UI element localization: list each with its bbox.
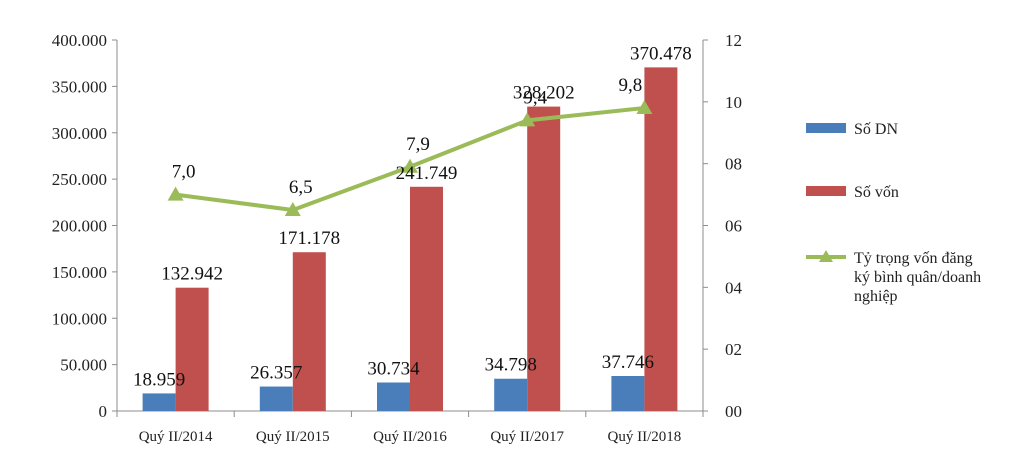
line-layer: [167, 100, 653, 217]
line-point-marker: [402, 158, 418, 173]
legend-label-ty-trong-line: nghiệp: [854, 288, 898, 305]
bar-so-von: [175, 287, 209, 411]
legend-marker-ty-trong: [819, 250, 833, 262]
left-tick-label: 400.000: [52, 31, 107, 50]
bar-so-dn: [611, 375, 645, 411]
legend: Số DN Số vốn Tỷ trọng vốn đăng ký bình quân…: [806, 121, 981, 305]
axes-layer: 0 50.000 100.000 150.000 200.000 250.000 300.0…: [52, 31, 743, 445]
bar-so-von: [644, 67, 678, 411]
line-data-label: 7,9: [406, 134, 430, 155]
right-tick-label: 02: [725, 340, 742, 359]
bar-so-dn: [494, 378, 528, 411]
data-label: 241.749: [396, 163, 458, 184]
left-tick-label: 50.000: [60, 356, 107, 375]
left-tick-label: 250.000: [52, 170, 107, 189]
x-tick-label: Quý II/2016: [373, 429, 447, 445]
x-tick-label: Quý II/2015: [256, 429, 330, 445]
legend-label-so-von: Số vốn: [854, 184, 899, 201]
data-label: 34.798: [485, 355, 537, 376]
bar-so-von: [410, 186, 443, 411]
line-point-marker: [284, 202, 301, 217]
left-tick-label: 300.000: [52, 124, 107, 143]
data-label: 328.202: [513, 83, 575, 104]
data-label: 26.357: [250, 363, 302, 384]
data-label: 18.959: [133, 369, 185, 390]
line-data-label: 9,8: [619, 75, 643, 96]
data-labels-layer: 18.959 26.357 30.734 34.798 37.746 132.942 171…: [133, 43, 692, 390]
x-tick-label: Quý II/2014: [139, 429, 213, 445]
line-point-marker: [519, 112, 536, 127]
legend-swatch-so-von: [806, 186, 846, 196]
bar-so-von: [292, 252, 326, 411]
right-tick-label: 04: [725, 278, 743, 297]
line-data-label: 9,4: [523, 87, 547, 108]
bar-so-dn: [142, 393, 176, 411]
left-tick-label: 0: [99, 402, 108, 421]
data-label: 171.178: [278, 228, 340, 249]
line-data-label: 6,5: [289, 177, 313, 198]
legend-label-ty-trong-line: ký bình quân/doanh: [854, 269, 981, 286]
left-tick-label: 150.000: [52, 263, 107, 282]
right-tick-label: 00: [725, 402, 742, 421]
right-tick-label: 06: [725, 217, 742, 236]
right-tick-label: 12: [725, 31, 742, 50]
bars-layer: [142, 67, 678, 411]
legend-swatch-so-dn: [806, 123, 846, 133]
legend-label-so-dn: Số DN: [854, 121, 898, 138]
left-tick-label: 350.000: [52, 77, 107, 96]
line-point-marker: [167, 186, 184, 201]
right-tick-label: 10: [725, 93, 742, 112]
line-point-marker: [636, 100, 653, 115]
data-label: 370.478: [630, 43, 692, 64]
data-label: 132.942: [161, 264, 223, 285]
data-label: 37.746: [602, 352, 654, 373]
bar-so-von: [527, 106, 561, 411]
data-label: 30.734: [367, 358, 420, 379]
x-tick-label: Quý II/2018: [608, 429, 682, 445]
legend-label-ty-trong-line: Tỷ trọng vốn đăng: [854, 250, 973, 267]
bar-so-dn: [377, 382, 410, 411]
left-tick-label: 200.000: [52, 217, 107, 236]
x-tick-label: Quý II/2017: [490, 429, 564, 445]
bar-so-dn: [259, 386, 293, 411]
right-tick-label: 08: [725, 155, 742, 174]
left-tick-label: 100.000: [52, 309, 107, 328]
line-data-label: 7,0: [172, 162, 196, 183]
